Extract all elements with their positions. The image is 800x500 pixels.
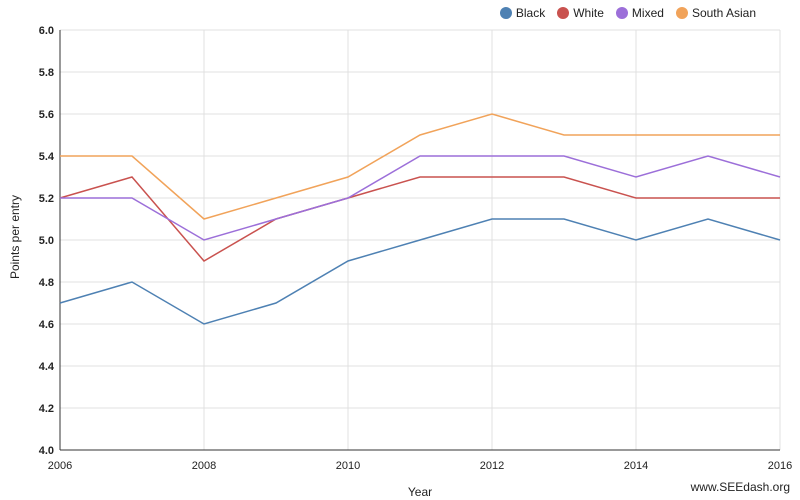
y-tick-label: 4.0 [39, 445, 54, 457]
y-tick-label: 4.6 [39, 319, 54, 331]
legend-label: Black [515, 6, 546, 20]
y-tick-label: 5.0 [39, 235, 54, 247]
legend: Black White Mixed South Asian [499, 6, 756, 20]
tick-labels: 4.0 4.2 4.4 4.6 4.8 5.0 5.2 5.4 5.6 5.8 6.0 2006 200… [39, 25, 793, 472]
x-axis-title: Year [407, 485, 433, 499]
legend-label: South Asian [691, 6, 756, 20]
axes [59, 30, 780, 451]
legend-swatch-icon [499, 7, 512, 19]
x-tick-label: 2012 [480, 460, 504, 472]
legend-label: White [573, 6, 604, 20]
x-tick-label: 2008 [192, 460, 216, 472]
y-tick-label: 6.0 [39, 25, 54, 37]
y-tick-label: 5.2 [39, 193, 54, 205]
x-tick-label: 2014 [624, 460, 648, 472]
legend-swatch-icon [557, 7, 570, 19]
x-tick-label: 2006 [48, 460, 72, 472]
legend-swatch-icon [675, 7, 688, 19]
y-tick-label: 5.4 [39, 151, 55, 163]
y-tick-label: 4.8 [39, 277, 54, 289]
series-line-white[interactable] [59, 176, 780, 262]
legend-item-mixed[interactable]: Mixed [615, 6, 664, 20]
series-line-black[interactable] [59, 218, 781, 325]
y-tick-label: 4.4 [39, 361, 55, 373]
series-lines [59, 113, 781, 325]
legend-swatch-icon [615, 7, 628, 19]
legend-item-white[interactable]: White [557, 6, 604, 20]
y-axis-title: Points per entry [8, 194, 22, 280]
series-line-south-asian[interactable] [60, 113, 780, 220]
x-tick-label: 2016 [768, 460, 792, 472]
legend-label: Mixed [631, 6, 664, 20]
legend-item-south-asian[interactable]: South Asian [675, 6, 756, 20]
y-tick-label: 5.8 [39, 67, 54, 79]
legend-item-black[interactable]: Black [499, 6, 546, 20]
series-line-mixed[interactable] [60, 155, 781, 241]
y-tick-label: 5.6 [39, 109, 54, 121]
watermark-text[interactable]: www.SEEdash.org [690, 480, 790, 494]
x-tick-label: 2010 [336, 460, 360, 472]
y-tick-label: 4.2 [39, 403, 54, 415]
